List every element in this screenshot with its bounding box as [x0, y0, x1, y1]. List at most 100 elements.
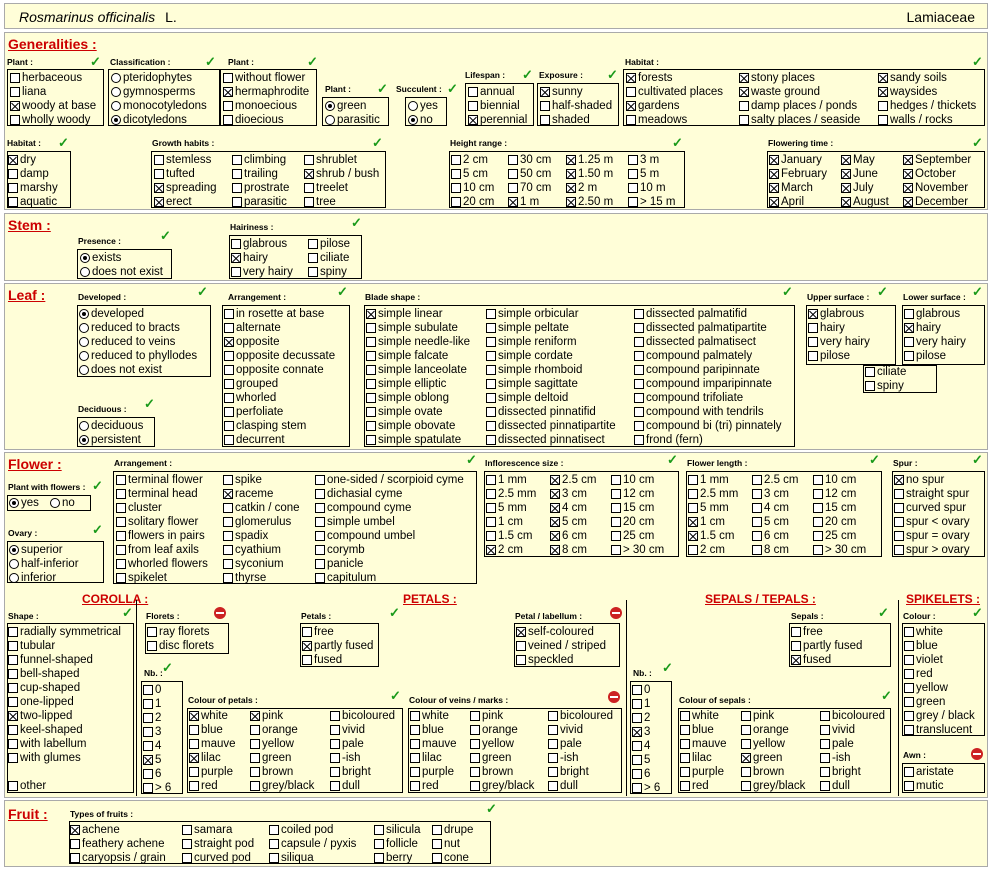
checkbox-option[interactable]: 6 — [632, 767, 650, 781]
checkbox-option[interactable]: sandy soils — [878, 71, 947, 85]
checkbox-icon[interactable] — [224, 407, 234, 417]
radio-option[interactable]: exists — [80, 251, 121, 265]
checkbox-option[interactable]: whorled flowers — [116, 557, 208, 571]
checkbox-icon[interactable] — [903, 197, 913, 207]
checkbox-icon[interactable] — [486, 323, 496, 333]
checkbox-icon[interactable] — [250, 753, 260, 763]
checkbox-option[interactable]: 10 cm — [813, 473, 856, 487]
checkbox-icon[interactable] — [486, 407, 496, 417]
checkbox-option[interactable]: monoecious — [223, 99, 297, 113]
checkbox-icon[interactable] — [634, 407, 644, 417]
checkbox-icon[interactable] — [486, 545, 496, 555]
checkbox-option[interactable]: achene — [70, 823, 120, 837]
checkbox-icon[interactable] — [468, 87, 478, 97]
checkbox-icon[interactable] — [224, 393, 234, 403]
checkbox-option[interactable]: aristate — [904, 765, 954, 779]
checkbox-icon[interactable] — [894, 475, 904, 485]
radio-icon[interactable] — [79, 365, 89, 375]
checkbox-icon[interactable] — [486, 351, 496, 361]
checkbox-option[interactable]: perfoliate — [224, 405, 283, 419]
checkbox-option[interactable]: meadows — [626, 113, 687, 127]
checkbox-option[interactable]: ciliate — [308, 251, 349, 265]
checkbox-option[interactable]: panicle — [315, 557, 363, 571]
checkbox-icon[interactable] — [8, 781, 18, 791]
checkbox-option[interactable]: spadix — [223, 529, 268, 543]
checkbox-option[interactable]: 1.25 m — [566, 153, 613, 167]
checkbox-option[interactable]: erect — [154, 195, 192, 209]
checkbox-option[interactable]: liana — [10, 85, 46, 99]
checkbox-icon[interactable] — [632, 699, 642, 709]
checkbox-option[interactable]: April — [769, 195, 804, 209]
checkbox-option[interactable]: disc florets — [147, 639, 214, 653]
checkbox-option[interactable]: walls / rocks — [878, 113, 953, 127]
checkbox-option[interactable]: shrub / bush — [304, 167, 379, 181]
checkbox-option[interactable]: 25 cm — [813, 529, 856, 543]
checkbox-option[interactable]: without flower — [223, 71, 305, 85]
checkbox-icon[interactable] — [878, 73, 888, 83]
checkbox-option[interactable]: spur > ovary — [894, 543, 970, 557]
radio-option[interactable]: dicotyledons — [111, 113, 187, 127]
checkbox-icon[interactable] — [315, 503, 325, 513]
checkbox-icon[interactable] — [894, 503, 904, 513]
checkbox-option[interactable]: coiled pod — [269, 823, 333, 837]
checkbox-option[interactable]: June — [841, 167, 878, 181]
checkbox-option[interactable]: lilac — [680, 751, 712, 765]
checkbox-icon[interactable] — [224, 309, 234, 319]
checkbox-icon[interactable] — [223, 73, 233, 83]
checkbox-option[interactable]: yellow — [904, 681, 948, 695]
checkbox-icon[interactable] — [540, 101, 550, 111]
checkbox-icon[interactable] — [632, 783, 642, 793]
checkbox-option[interactable]: blue — [410, 723, 444, 737]
checkbox-icon[interactable] — [904, 655, 914, 665]
checkbox-icon[interactable] — [410, 725, 420, 735]
checkbox-option[interactable]: 4 cm — [550, 501, 587, 515]
checkbox-option[interactable]: bicoloured — [548, 709, 613, 723]
radio-icon[interactable] — [79, 309, 89, 319]
checkbox-option[interactable]: 12 cm — [813, 487, 856, 501]
checkbox-icon[interactable] — [550, 489, 560, 499]
checkbox-option[interactable]: tree — [304, 195, 336, 209]
checkbox-icon[interactable] — [189, 711, 199, 721]
checkbox-icon[interactable] — [752, 489, 762, 499]
checkbox-icon[interactable] — [878, 87, 888, 97]
checkbox-option[interactable]: flowers in pairs — [116, 529, 205, 543]
checkbox-icon[interactable] — [70, 853, 80, 863]
checkbox-option[interactable]: grouped — [224, 377, 278, 391]
checkbox-option[interactable]: dull — [548, 779, 578, 793]
checkbox-option[interactable]: tufted — [154, 167, 195, 181]
checkbox-icon[interactable] — [841, 169, 851, 179]
checkbox-option[interactable]: simple ovate — [366, 405, 443, 419]
radio-option[interactable]: deciduous — [79, 419, 143, 433]
checkbox-icon[interactable] — [548, 781, 558, 791]
radio-icon[interactable] — [325, 115, 335, 125]
checkbox-icon[interactable] — [8, 711, 18, 721]
checkbox-option[interactable]: dissected pinnatipartite — [486, 419, 616, 433]
checkbox-icon[interactable] — [903, 169, 913, 179]
checkbox-option[interactable]: green — [470, 751, 511, 765]
checkbox-icon[interactable] — [223, 531, 233, 541]
checkbox-option[interactable]: 5 cm — [752, 515, 789, 529]
checkbox-icon[interactable] — [820, 739, 830, 749]
checkbox-option[interactable]: mutic — [904, 779, 943, 793]
checkbox-icon[interactable] — [470, 781, 480, 791]
checkbox-icon[interactable] — [189, 767, 199, 777]
checkbox-icon[interactable] — [470, 725, 480, 735]
checkbox-icon[interactable] — [820, 781, 830, 791]
checkbox-icon[interactable] — [8, 753, 18, 763]
checkbox-option[interactable]: opposite connate — [224, 363, 324, 377]
checkbox-option[interactable]: cone — [432, 851, 469, 865]
checkbox-option[interactable]: simple rhomboid — [486, 363, 582, 377]
checkbox-option[interactable]: spreading — [154, 181, 217, 195]
checkbox-option[interactable]: compound imparipinnate — [634, 377, 772, 391]
checkbox-icon[interactable] — [366, 351, 376, 361]
checkbox-option[interactable]: 2 cm — [486, 543, 523, 557]
radio-option[interactable]: does not exist — [80, 265, 163, 279]
checkbox-option[interactable]: 10 cm — [611, 473, 654, 487]
checkbox-option[interactable]: waysides — [878, 85, 937, 99]
checkbox-option[interactable]: funnel-shaped — [8, 653, 93, 667]
checkbox-icon[interactable] — [813, 475, 823, 485]
radio-icon[interactable] — [111, 73, 121, 83]
checkbox-option[interactable]: pilose — [904, 349, 946, 363]
checkbox-icon[interactable] — [904, 781, 914, 791]
checkbox-icon[interactable] — [632, 685, 642, 695]
